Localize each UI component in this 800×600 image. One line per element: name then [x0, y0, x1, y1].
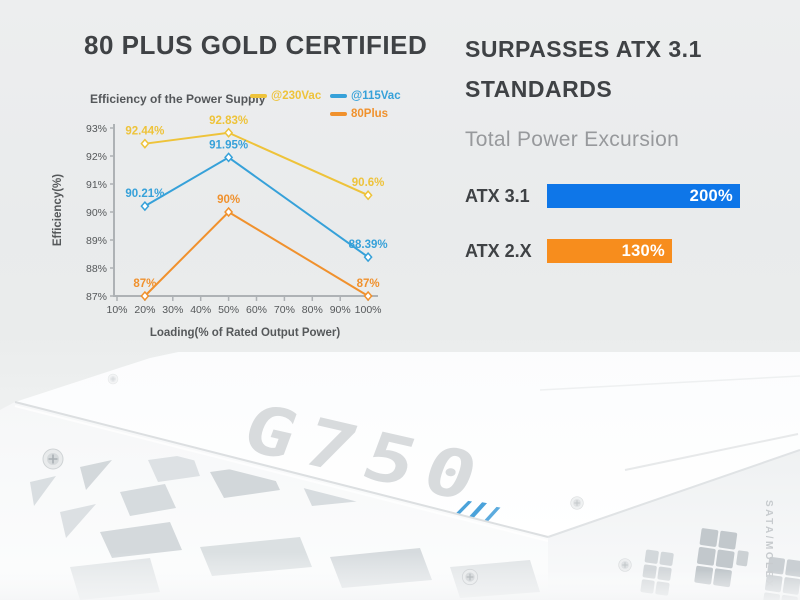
chart-legend: @230Vac @115Vac 80Plus: [250, 90, 410, 120]
svg-text:70%: 70%: [274, 304, 295, 316]
right-heading-line1: SURPASSES ATX 3.1: [465, 36, 702, 62]
bar-row-atx2x: ATX 2.X 130%: [465, 239, 765, 264]
legend-swatch: [330, 111, 347, 117]
svg-text:88%: 88%: [86, 263, 107, 275]
screw-icon: [42, 448, 64, 470]
legend-item-230vac: @230Vac: [250, 90, 330, 102]
screw-icon: [107, 373, 119, 385]
svg-text:92%: 92%: [86, 151, 107, 163]
svg-text:93%: 93%: [86, 123, 107, 135]
legend-item-115vac: @115Vac: [330, 90, 410, 102]
svg-text:90.6%: 90.6%: [352, 177, 385, 189]
svg-text:60%: 60%: [246, 304, 267, 316]
svg-text:40%: 40%: [190, 304, 211, 316]
svg-text:100%: 100%: [355, 304, 382, 316]
svg-text:92.44%: 92.44%: [125, 126, 164, 138]
svg-text:88.39%: 88.39%: [349, 239, 388, 251]
screw-icon: [618, 558, 632, 572]
bar-value-atx31: 200%: [689, 186, 733, 205]
svg-text:91%: 91%: [86, 179, 107, 191]
left-heading: 80 PLUS GOLD CERTIFIED: [84, 30, 428, 60]
fold-edge: [14, 401, 549, 538]
legend-swatch: [330, 93, 347, 99]
svg-text:87%: 87%: [357, 278, 380, 290]
efficiency-line-chart: 93%92%91%90%89%88%87%10% 20% 30% 40% 50% 60% 7…: [52, 115, 388, 339]
legend-label: @115Vac: [351, 90, 401, 102]
bar-atx31: 200%: [547, 184, 740, 208]
legend-label: @230Vac: [271, 90, 322, 102]
screw-icon: [461, 568, 479, 586]
psu-top-face: [15, 352, 800, 537]
power-excursion-subtitle: Total Power Excursion: [465, 128, 680, 151]
psu-product-photo: G750: [0, 352, 800, 600]
screw-icon: [570, 496, 584, 510]
legend-item-80plus: 80Plus: [330, 108, 410, 120]
fold-highlight: [14, 405, 549, 542]
bar-label-atx31: ATX 3.1: [465, 186, 530, 206]
chart-title: Efficiency of the Power Supply: [90, 92, 266, 106]
legend-label: 80Plus: [351, 108, 389, 120]
svg-text:20%: 20%: [134, 304, 155, 316]
svg-text:90%: 90%: [217, 194, 240, 206]
panel-seam: [624, 433, 799, 471]
svg-text:92.83%: 92.83%: [209, 115, 248, 127]
svg-text:87%: 87%: [86, 291, 107, 303]
svg-text:89%: 89%: [86, 235, 107, 247]
triple-stripe-icon: [454, 500, 501, 525]
svg-text:87%: 87%: [133, 278, 156, 290]
svg-text:Loading(% of Rated Output Powe: Loading(% of Rated Output Power): [150, 327, 341, 339]
svg-text:90%: 90%: [86, 207, 107, 219]
fold-edge: [547, 449, 800, 538]
legend-swatch: [250, 93, 267, 99]
svg-text:91.95%: 91.95%: [209, 139, 248, 151]
panel-seam: [539, 375, 800, 391]
svg-text:Efficiency(%): Efficiency(%): [52, 174, 64, 246]
svg-text:90.21%: 90.21%: [125, 188, 164, 200]
bar-value-atx2x: 130%: [621, 241, 665, 260]
svg-text:80%: 80%: [302, 304, 323, 316]
bar-label-atx2x: ATX 2.X: [465, 241, 532, 261]
side-connector-label: SATA/MOLEX: [763, 500, 774, 589]
svg-text:90%: 90%: [330, 304, 351, 316]
bar-atx2x: 130%: [547, 239, 672, 263]
bar-row-atx31: ATX 3.1 200%: [465, 184, 765, 209]
svg-text:10%: 10%: [106, 304, 127, 316]
right-heading-line2: STANDARDS: [465, 76, 613, 102]
svg-text:30%: 30%: [162, 304, 183, 316]
svg-text:50%: 50%: [218, 304, 239, 316]
